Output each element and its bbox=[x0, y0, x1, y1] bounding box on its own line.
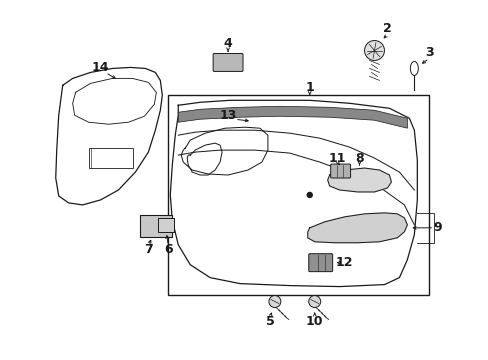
Circle shape bbox=[268, 296, 280, 307]
Text: 8: 8 bbox=[354, 152, 363, 165]
Polygon shape bbox=[178, 106, 407, 128]
Bar bbox=[88, 148, 133, 168]
Text: 10: 10 bbox=[305, 315, 323, 328]
Text: 14: 14 bbox=[92, 61, 109, 74]
FancyBboxPatch shape bbox=[330, 164, 350, 178]
Text: 12: 12 bbox=[335, 256, 353, 269]
Polygon shape bbox=[307, 213, 407, 243]
Text: 2: 2 bbox=[382, 22, 391, 35]
Text: 1: 1 bbox=[305, 81, 313, 94]
Text: 11: 11 bbox=[328, 152, 346, 165]
Text: 3: 3 bbox=[424, 46, 433, 59]
Text: 13: 13 bbox=[219, 109, 236, 122]
Bar bbox=[168, 95, 428, 294]
Text: 9: 9 bbox=[432, 221, 441, 234]
Polygon shape bbox=[327, 168, 390, 192]
Text: 7: 7 bbox=[143, 243, 152, 256]
Text: 6: 6 bbox=[163, 243, 172, 256]
FancyBboxPatch shape bbox=[213, 54, 243, 71]
Circle shape bbox=[364, 41, 384, 60]
FancyBboxPatch shape bbox=[140, 215, 172, 237]
Text: 4: 4 bbox=[223, 37, 232, 50]
FancyBboxPatch shape bbox=[158, 218, 174, 232]
FancyBboxPatch shape bbox=[308, 254, 332, 272]
Circle shape bbox=[306, 193, 312, 197]
Circle shape bbox=[308, 296, 320, 307]
Text: 5: 5 bbox=[265, 315, 274, 328]
